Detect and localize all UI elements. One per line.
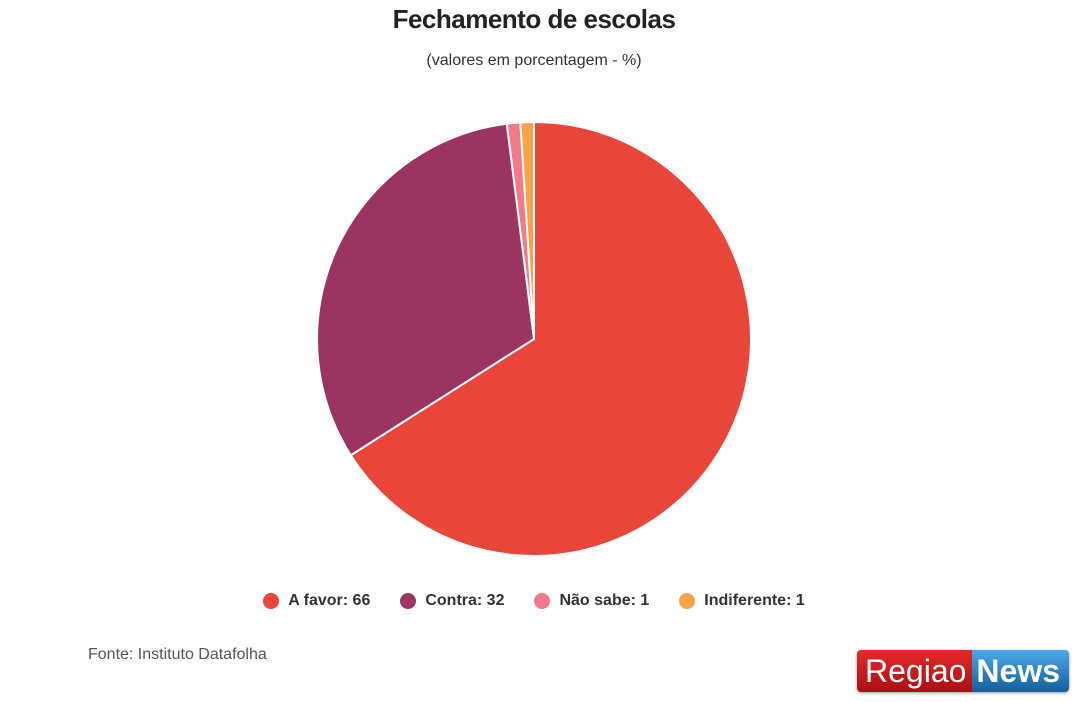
chart-subtitle: (valores em porcentagem - %) (426, 52, 642, 69)
legend-item-contra[interactable]: Contra: 32 (400, 592, 504, 610)
legend-swatch-nao-sabe (534, 593, 551, 609)
legend: A favor: 66 Contra: 32 Não sabe: 1 Indif… (0, 592, 1068, 610)
legend-swatch-contra (400, 593, 417, 609)
legend-swatch-a-favor (263, 593, 280, 609)
legend-label-a-favor: A favor: 66 (288, 592, 371, 609)
pie-slice-a-favor[interactable] (349, 120, 752, 557)
logo-text-news: News (972, 650, 1069, 692)
regiao-news-logo: Regiao News (857, 650, 1069, 692)
legend-item-nao-sabe[interactable]: Não sabe: 1 (534, 592, 649, 610)
legend-swatch-indiferente (679, 593, 696, 609)
legend-item-a-favor[interactable]: A favor: 66 (263, 592, 370, 610)
source-note: Fonte: Instituto Datafolha (88, 646, 267, 663)
legend-item-indiferente[interactable]: Indiferente: 1 (679, 592, 805, 610)
logo-text-regiao: Regiao (857, 650, 973, 692)
pie-slice-indiferente[interactable] (519, 120, 535, 340)
legend-label-indiferente: Indiferente: 1 (704, 592, 805, 609)
legend-label-contra: Contra: 32 (425, 592, 505, 609)
chart-title: Fechamento de escolas (392, 4, 676, 34)
legend-label-nao-sabe: Não sabe: 1 (559, 592, 650, 609)
pie-slice-contra[interactable] (316, 122, 536, 457)
